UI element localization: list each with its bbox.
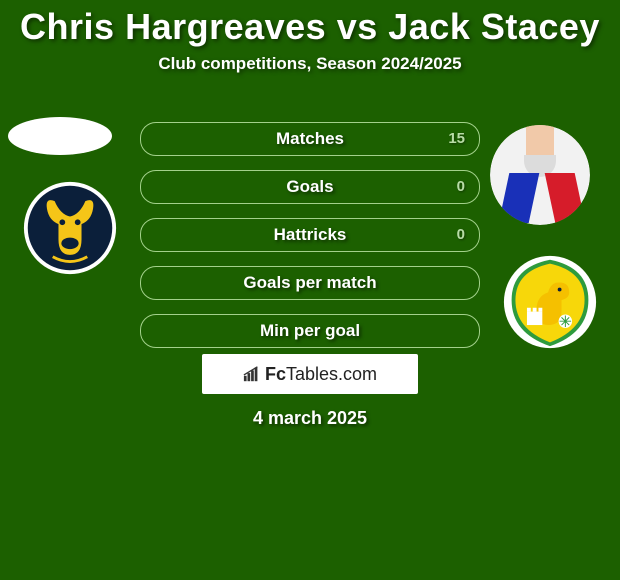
player-left-avatar <box>8 117 112 155</box>
page-title: Chris Hargreaves vs Jack Stacey <box>0 0 620 48</box>
club-badge-left <box>22 180 118 276</box>
stat-right-value: 15 <box>448 123 465 155</box>
stat-row: Goals per match <box>140 266 480 300</box>
stat-row: Hattricks 0 <box>140 218 480 252</box>
jersey-neck <box>526 125 554 155</box>
stat-row: Goals 0 <box>140 170 480 204</box>
date-label: 4 march 2025 <box>0 408 620 429</box>
brand-link[interactable]: FcTables.com <box>202 354 418 394</box>
stat-label: Goals <box>141 171 479 203</box>
stat-label: Matches <box>141 123 479 155</box>
norwich-badge-icon <box>502 254 598 350</box>
brand-prefix: Fc <box>265 364 286 384</box>
stat-right-value: 0 <box>457 219 465 251</box>
oxford-badge-icon <box>22 180 118 276</box>
brand-text: FcTables.com <box>265 364 377 385</box>
stat-label: Goals per match <box>141 267 479 299</box>
stat-row: Min per goal <box>140 314 480 348</box>
player-right-avatar <box>490 125 590 225</box>
stat-label: Hattricks <box>141 219 479 251</box>
club-badge-right <box>502 254 598 350</box>
brand-suffix: Tables.com <box>286 364 377 384</box>
stats-list: Matches 15 Goals 0 Hattricks 0 Goals per… <box>140 122 480 362</box>
stat-right-value: 0 <box>457 171 465 203</box>
stat-row: Matches 15 <box>140 122 480 156</box>
bars-icon <box>243 365 261 383</box>
comparison-card: Chris Hargreaves vs Jack Stacey Club com… <box>0 0 620 580</box>
stat-label: Min per goal <box>141 315 479 347</box>
subtitle: Club competitions, Season 2024/2025 <box>0 54 620 74</box>
